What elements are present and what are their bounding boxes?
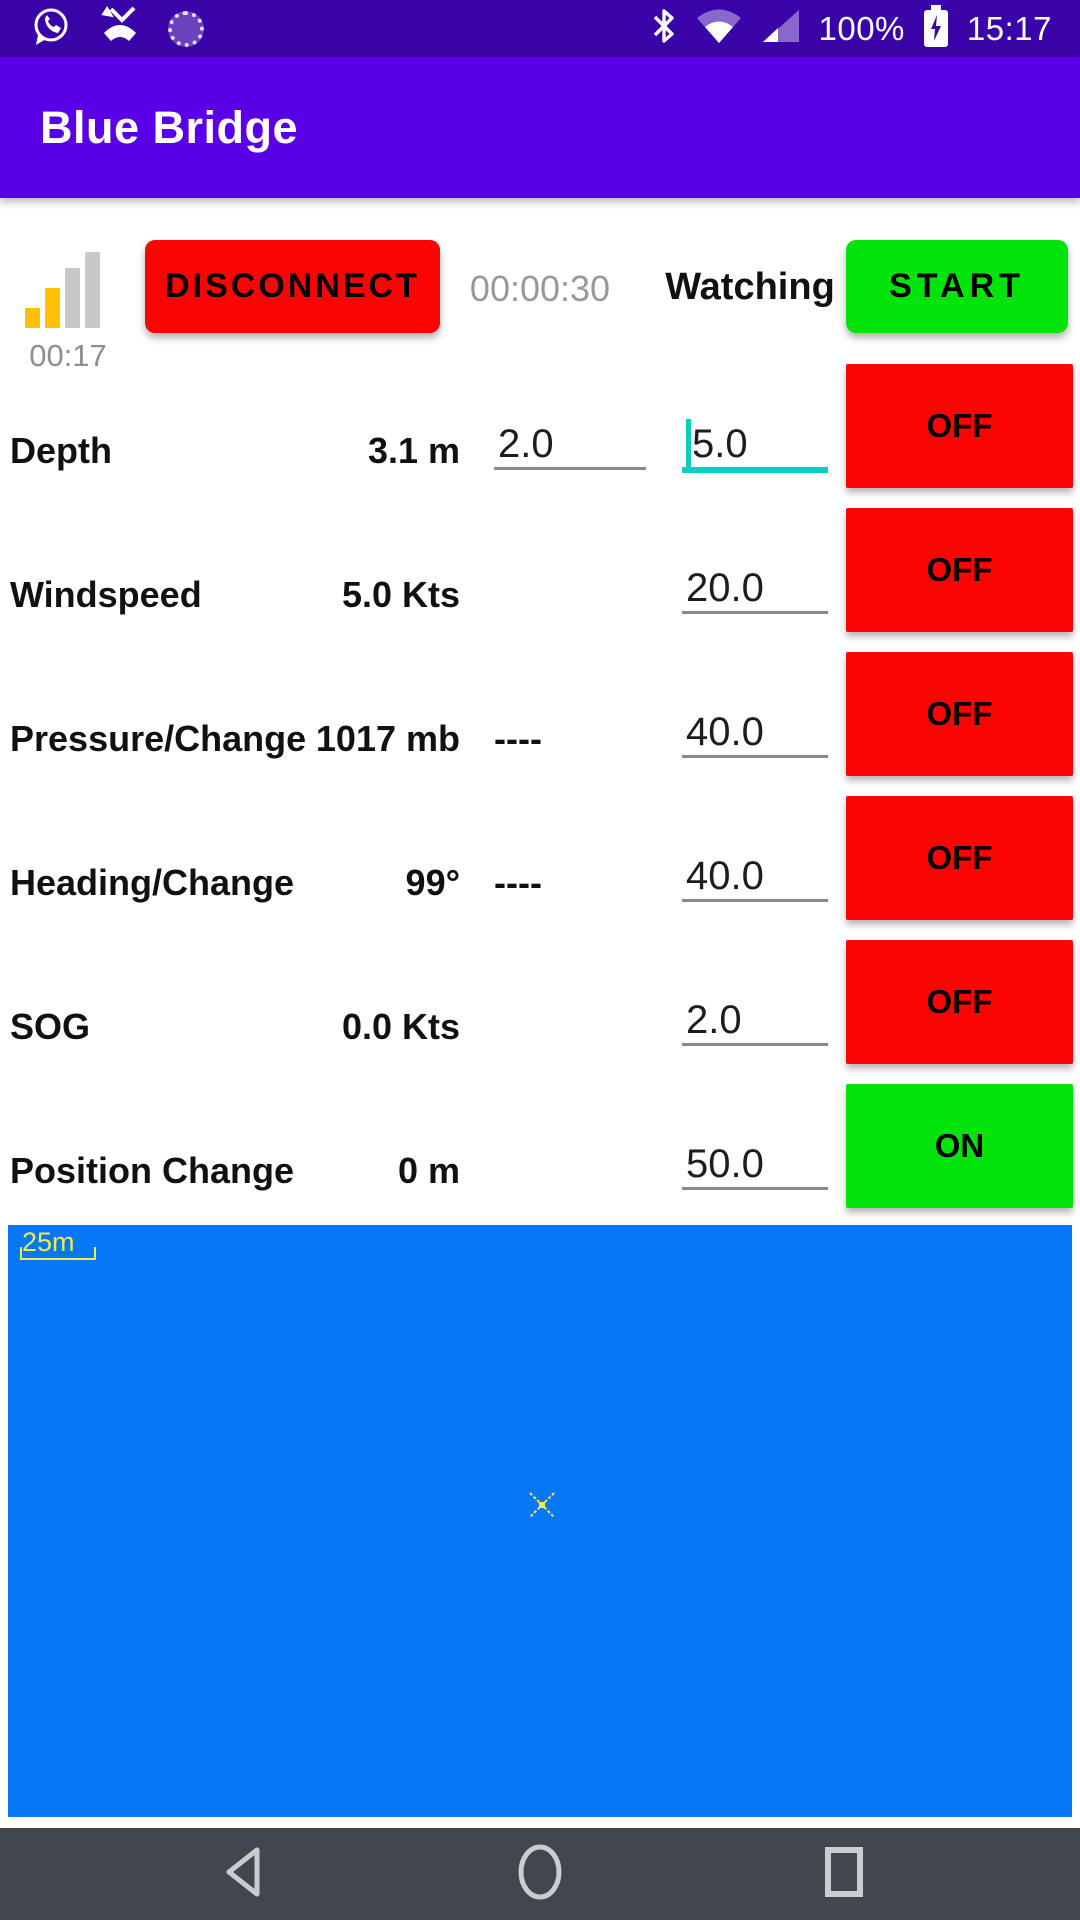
position-change-value: 0 m (397, 1150, 460, 1191)
heading-row: Heading/Change 99° ---- 40.0 OFF (0, 796, 1080, 940)
sog-alarm-toggle[interactable]: OFF (846, 940, 1073, 1064)
bluetooth-icon (651, 8, 677, 49)
start-button[interactable]: START (846, 240, 1068, 333)
position-change-label: Position Change (10, 1150, 295, 1191)
sog-label: SOG (10, 1006, 91, 1047)
status-bar: 100% 15:17 (0, 0, 1080, 57)
disconnect-button[interactable]: DISCONNECT (145, 240, 440, 333)
sog-limit-input[interactable]: 2.0 (682, 984, 828, 1046)
depth-row: Depth 3.1 m 2.0 5.0 OFF (0, 364, 1080, 508)
windspeed-row: Windspeed 5.0 Kts 20.0 OFF (0, 508, 1080, 652)
position-limit-input[interactable]: 50.0 (682, 1128, 828, 1190)
android-nav-bar (0, 1828, 1080, 1920)
heading-label: Heading/Change (10, 862, 295, 903)
windspeed-value: 5.0 Kts (341, 574, 460, 615)
windspeed-label: Windspeed (10, 574, 202, 615)
depth-label: Depth (10, 430, 112, 471)
depth-min-input[interactable]: 2.0 (494, 408, 646, 470)
home-icon (516, 1844, 564, 1905)
back-button[interactable] (183, 1828, 303, 1920)
heading-alarm-toggle[interactable]: OFF (846, 796, 1073, 920)
cell-signal-icon (761, 8, 801, 49)
windspeed-alarm-toggle[interactable]: OFF (846, 508, 1073, 632)
heading-limit-input[interactable]: 40.0 (682, 840, 828, 902)
status-bar-notifications (30, 0, 204, 57)
pressure-change-value: ---- (494, 718, 542, 759)
windspeed-limit-input[interactable]: 20.0 (682, 552, 828, 614)
heading-value: 99° (405, 862, 460, 903)
sog-value: 0.0 Kts (341, 1006, 460, 1047)
heading-change-value: ---- (494, 862, 542, 903)
clock-text: 15:17 (966, 9, 1052, 47)
battery-percent-text: 100% (818, 9, 905, 47)
watch-timer-text: 00:00:30 (469, 268, 611, 309)
signal-bar-2 (45, 288, 60, 328)
whatsapp-icon (30, 5, 72, 52)
text-cursor (686, 419, 691, 467)
depth-max-input[interactable]: 5.0 (682, 408, 828, 473)
missed-call-icon (98, 5, 142, 52)
anchor-watch-map[interactable]: 25m (8, 1225, 1072, 1817)
spinner-icon (168, 10, 204, 47)
pressure-row: Pressure/Change 1017 mb ---- 40.0 OFF (0, 652, 1080, 796)
wifi-icon (695, 7, 743, 50)
position-alarm-toggle[interactable]: ON (846, 1084, 1073, 1208)
signal-bar-3 (65, 268, 80, 328)
signal-age-text: 00:17 (29, 338, 107, 373)
depth-value: 3.1 m (367, 430, 460, 471)
signal-strength-bars-icon (25, 250, 111, 328)
recents-button[interactable] (784, 1828, 904, 1920)
depth-alarm-toggle[interactable]: OFF (846, 364, 1073, 488)
battery-icon (923, 5, 949, 52)
home-button[interactable] (480, 1828, 600, 1920)
pressure-alarm-toggle[interactable]: OFF (846, 652, 1073, 776)
page-title: Blue Bridge (40, 101, 299, 153)
map-scale-ruler (20, 1247, 96, 1260)
status-bar-indicators: 100% 15:17 (651, 0, 1053, 57)
pressure-label: Pressure/Change (10, 718, 307, 759)
pressure-value: 1017 mb (315, 718, 460, 759)
back-icon (221, 1846, 265, 1903)
signal-bar-4 (85, 252, 100, 328)
app-bar: Blue Bridge (0, 57, 1080, 198)
sog-row: SOG 0.0 Kts 2.0 OFF (0, 940, 1080, 1084)
watch-status-text: Watching (665, 266, 835, 308)
map-scale-label: 25m (22, 1227, 75, 1257)
pressure-limit-input[interactable]: 40.0 (682, 696, 828, 758)
signal-bar-1 (25, 308, 40, 328)
recents-icon (824, 1846, 864, 1903)
position-change-row: Position Change 0 m 50.0 ON (0, 1084, 1080, 1228)
boat-position-x-icon (529, 1492, 555, 1518)
